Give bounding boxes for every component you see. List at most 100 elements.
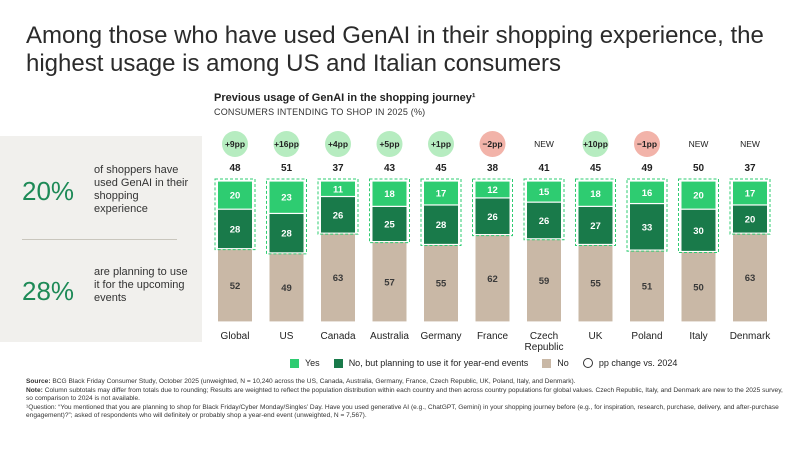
- used-or-planning-outline: [369, 178, 410, 244]
- total-label: 45: [590, 163, 602, 174]
- bar-segment-no: [269, 253, 304, 322]
- bar-segment-yes: [527, 181, 561, 202]
- category-label: UK: [589, 331, 603, 342]
- used-or-planning-outline: [729, 178, 771, 235]
- bar-value-label: 16: [642, 188, 653, 199]
- pp-change-label: +16pp: [274, 139, 299, 149]
- footnote-source: Source: BCG Black Friday Consumer Study,…: [26, 378, 576, 385]
- bar-value-label: 52: [230, 281, 241, 292]
- bar-segment-no: [733, 233, 767, 322]
- bar-segment-yes: [733, 181, 767, 205]
- total-label: 41: [538, 163, 550, 174]
- bar-segment-no: [424, 245, 458, 322]
- category-label: Denmark: [730, 331, 772, 342]
- legend-swatch-no: [542, 358, 552, 368]
- bar-value-label: 28: [436, 220, 447, 231]
- legend-item-planning: No, but planning to use it for year-end …: [333, 358, 528, 368]
- used-or-planning-outline: [575, 178, 616, 246]
- bar-segment-planning: [578, 206, 613, 244]
- pp-change-badge: [428, 131, 454, 157]
- bar-value-label: 57: [384, 277, 395, 288]
- stat-divider: [22, 239, 177, 240]
- bar-value-label: 17: [436, 188, 447, 199]
- bar-segment-no: [372, 242, 407, 322]
- used-or-planning-outline: [523, 178, 565, 241]
- category-label: Republic: [525, 342, 564, 353]
- bar-value-label: 30: [693, 226, 704, 237]
- stat-planning-pct: 28%: [22, 276, 75, 306]
- bar-segment-planning: [424, 205, 458, 244]
- total-label: 37: [332, 163, 344, 174]
- bar-value-label: 11: [333, 184, 344, 195]
- legend-label-yes: Yes: [305, 358, 320, 368]
- bar-segment-yes: [475, 181, 510, 198]
- pp-change-label: +5pp: [379, 139, 399, 149]
- bar-value-label: 26: [333, 210, 344, 221]
- legend-swatch-planning: [333, 358, 343, 368]
- bar-value-label: 26: [487, 212, 498, 223]
- pp-change-label: +10pp: [583, 139, 608, 149]
- bar-segment-yes: [630, 181, 664, 203]
- legend-item-no: No: [542, 358, 569, 368]
- bar-segment-planning: [527, 202, 561, 239]
- bar-segment-no: [681, 252, 716, 322]
- bar-value-label: 62: [487, 274, 498, 285]
- legend-item-pp-change: pp change vs. 2024: [582, 358, 677, 368]
- bar-value-label: 20: [230, 191, 241, 202]
- bar-segment-yes: [218, 181, 252, 209]
- category-label: Australia: [370, 331, 409, 342]
- category-label: Germany: [420, 331, 461, 342]
- category-label: Poland: [631, 331, 662, 342]
- bar-segment-yes: [372, 181, 407, 206]
- bar-segment-no: [321, 233, 355, 322]
- total-label: 49: [641, 163, 653, 174]
- used-or-planning-outline: [266, 178, 307, 255]
- bar-segment-no: [630, 250, 664, 322]
- bar-value-label: 20: [693, 191, 704, 202]
- total-label: 50: [693, 163, 705, 174]
- used-or-planning-outline: [420, 178, 462, 246]
- chart-subtitle: CONSUMERS INTENDING TO SHOP IN 2025 (%): [214, 107, 426, 117]
- total-label: 45: [435, 163, 447, 174]
- pp-change-label: −2pp: [482, 139, 502, 149]
- bar-value-label: 33: [642, 222, 653, 233]
- category-label: US: [280, 331, 294, 342]
- bar-value-label: 15: [539, 187, 550, 198]
- pp-change-label: +9pp: [225, 139, 245, 149]
- bar-value-label: 59: [539, 276, 550, 287]
- stat-used-text: of shoppers have used GenAI in their sho…: [94, 164, 189, 215]
- bar-segment-yes: [424, 181, 458, 205]
- bar-value-label: 26: [539, 216, 550, 227]
- bar-value-label: 27: [590, 221, 601, 232]
- legend-swatch-yes: [290, 358, 299, 368]
- total-label: 51: [281, 163, 293, 174]
- bar-value-label: 51: [642, 282, 653, 293]
- summary-panel: 20% of shoppers have used GenAI in their…: [0, 136, 202, 342]
- bar-segment-yes: [321, 181, 355, 196]
- used-or-planning-outline: [472, 178, 513, 237]
- pp-change-badge: [634, 131, 660, 157]
- bar-segment-planning: [733, 205, 767, 233]
- chart-legend: Yes No, but planning to use it for year-…: [290, 356, 691, 370]
- page-title: Among those who have used GenAI in their…: [26, 22, 764, 77]
- total-label: 38: [487, 163, 499, 174]
- bar-segment-planning: [269, 214, 304, 253]
- chart-title: Previous usage of GenAI in the shopping …: [214, 92, 476, 104]
- pp-change-badge: [376, 131, 403, 157]
- bar-value-label: 55: [436, 279, 447, 290]
- total-label: 43: [384, 163, 396, 174]
- bar-value-label: 20: [745, 215, 756, 226]
- bar-value-label: 23: [281, 193, 292, 204]
- footnote-note: Note: Column subtotals may differ from t…: [26, 386, 783, 403]
- total-label: 37: [744, 163, 756, 174]
- used-or-planning-outline: [214, 178, 256, 251]
- bar-segment-planning: [630, 204, 664, 250]
- category-label: France: [477, 331, 509, 342]
- bar-segment-planning: [321, 197, 355, 233]
- bar-value-label: 18: [384, 189, 395, 200]
- used-or-planning-outline: [317, 178, 359, 235]
- pp-change-label: NEW: [534, 139, 554, 149]
- bar-value-label: 28: [230, 224, 241, 235]
- bar-value-label: 63: [745, 273, 756, 284]
